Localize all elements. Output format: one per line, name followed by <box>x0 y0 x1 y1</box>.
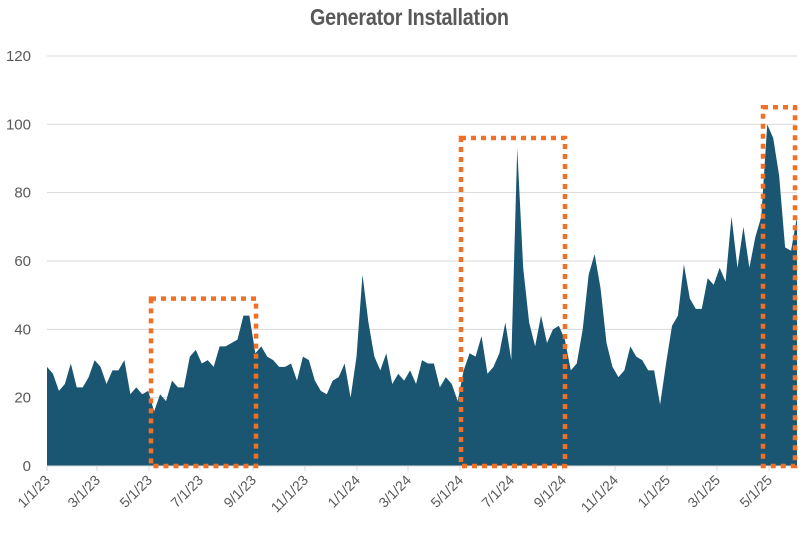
x-tick-label: 1/1/24 <box>324 472 363 511</box>
chart-title: Generator Installation <box>309 4 509 30</box>
highlight-box <box>760 105 798 469</box>
x-tick-label: 1/1/25 <box>634 472 673 511</box>
highlight-box <box>458 135 568 469</box>
x-tick-label: 3/1/24 <box>375 472 414 511</box>
y-tick-label: 80 <box>14 185 31 202</box>
x-tick-label: 5/1/24 <box>427 472 466 511</box>
x-tick-label: 9/1/24 <box>530 472 569 511</box>
x-tick-label: 11/1/24 <box>578 472 622 516</box>
y-tick-label: 120 <box>6 48 31 65</box>
x-axis-tick-labels: 1/1/23 3/1/23 5/1/23 7/1/23 9/1/23 11/1/23 1/1… <box>14 466 775 515</box>
x-tick-label: 7/1/24 <box>478 472 517 511</box>
x-tick-label: 5/1/23 <box>116 472 155 511</box>
y-axis-tick-labels: 0 20 40 60 80 100 120 <box>6 48 31 475</box>
x-tick-label: 3/1/23 <box>64 472 103 511</box>
highlight-box <box>148 296 259 469</box>
y-tick-label: 60 <box>14 253 31 270</box>
y-tick-label: 40 <box>14 321 31 338</box>
x-tick-label: 1/1/23 <box>14 472 53 511</box>
x-tick-label: 11/1/23 <box>268 472 312 516</box>
y-tick-label: 20 <box>14 390 31 407</box>
x-tick-label: 9/1/23 <box>220 472 259 511</box>
y-tick-label: 100 <box>6 116 31 133</box>
x-tick-label: 7/1/23 <box>167 472 206 511</box>
y-tick-label: 0 <box>23 458 31 475</box>
highlight-boxes <box>148 105 798 469</box>
x-tick-label: 3/1/25 <box>684 472 723 511</box>
data-area-series <box>47 124 797 466</box>
x-tick-label: 5/1/25 <box>736 472 775 511</box>
